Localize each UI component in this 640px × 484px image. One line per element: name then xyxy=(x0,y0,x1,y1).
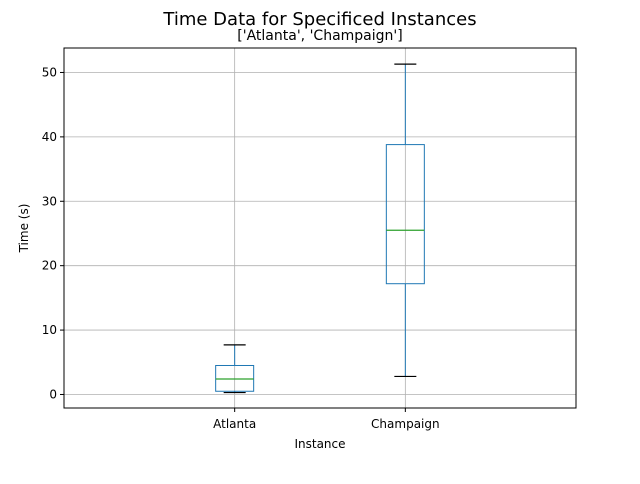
box-layer xyxy=(215,63,425,394)
chart-title: Time Data for Specificed Instances xyxy=(162,9,476,30)
plot-frame xyxy=(63,47,577,409)
y-tick-label: 50 xyxy=(42,65,57,79)
y-axis-label: Time (s) xyxy=(17,204,31,254)
x-axis-label: Instance xyxy=(294,437,345,451)
grid-layer xyxy=(64,48,576,408)
y-tick-label: 0 xyxy=(49,387,57,401)
y-tick-label: 10 xyxy=(42,323,57,337)
y-tick-label: 20 xyxy=(42,259,57,273)
tick-layer: 0 10 20 30 40 50 Atlanta Champaign xyxy=(42,65,440,431)
box-iqr xyxy=(385,144,425,285)
y-tick-label: 30 xyxy=(42,194,57,208)
x-tick-label: Atlanta xyxy=(213,417,256,431)
chart-subtitle: ['Atlanta', 'Champaign'] xyxy=(237,28,402,44)
box-iqr xyxy=(215,364,255,392)
x-tick-label: Champaign xyxy=(371,417,440,431)
y-tick-label: 40 xyxy=(42,130,57,144)
